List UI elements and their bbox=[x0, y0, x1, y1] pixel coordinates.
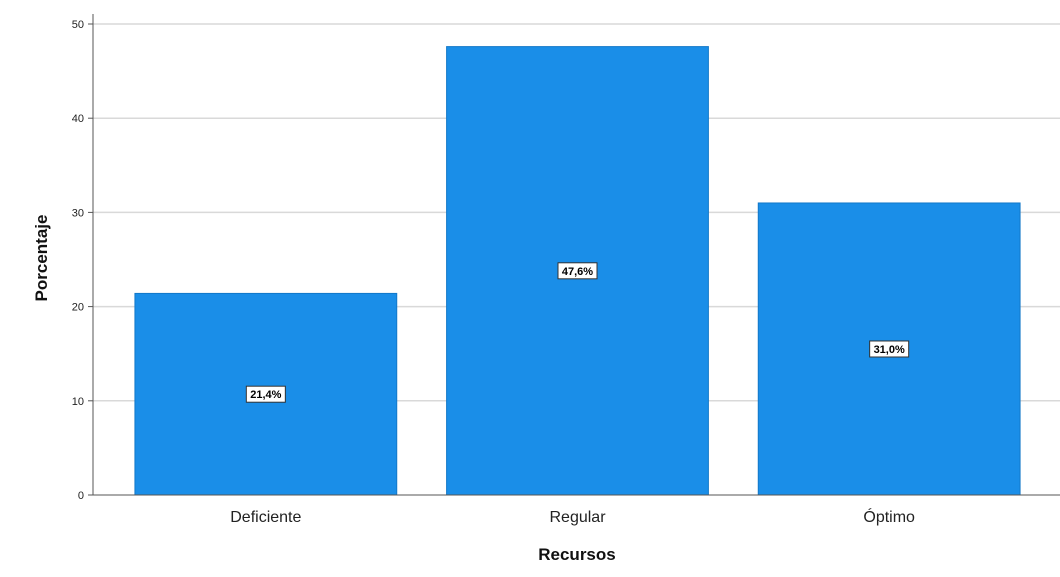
y-tick-label: 20 bbox=[72, 302, 84, 314]
data-label-box bbox=[245, 385, 286, 403]
data-label: 47,6% bbox=[562, 266, 593, 278]
x-category-labels: Deficiente Regular Óptimo bbox=[230, 507, 915, 526]
data-label: 21,4% bbox=[250, 389, 281, 401]
y-axis-title: Porcentaje bbox=[32, 215, 51, 302]
x-category-label: Regular bbox=[549, 509, 606, 526]
y-tick-label: 40 bbox=[72, 113, 84, 125]
x-axis-title: Recursos bbox=[538, 545, 615, 564]
data-label-box bbox=[557, 262, 598, 280]
y-tick-label: 50 bbox=[72, 19, 84, 31]
axes bbox=[92, 14, 1060, 496]
data-labels: 21,4% 47,6% 31,0% bbox=[245, 262, 910, 403]
x-category-label: Deficiente bbox=[230, 509, 301, 526]
data-label-box bbox=[869, 340, 910, 358]
x-category-label: Óptimo bbox=[863, 507, 915, 526]
y-tick-label: 0 bbox=[78, 490, 84, 502]
y-tick-labels: 0 10 20 30 40 50 bbox=[72, 19, 84, 502]
data-label: 31,0% bbox=[874, 344, 905, 356]
y-tick-label: 30 bbox=[72, 207, 84, 219]
y-tick-label: 10 bbox=[72, 396, 84, 408]
